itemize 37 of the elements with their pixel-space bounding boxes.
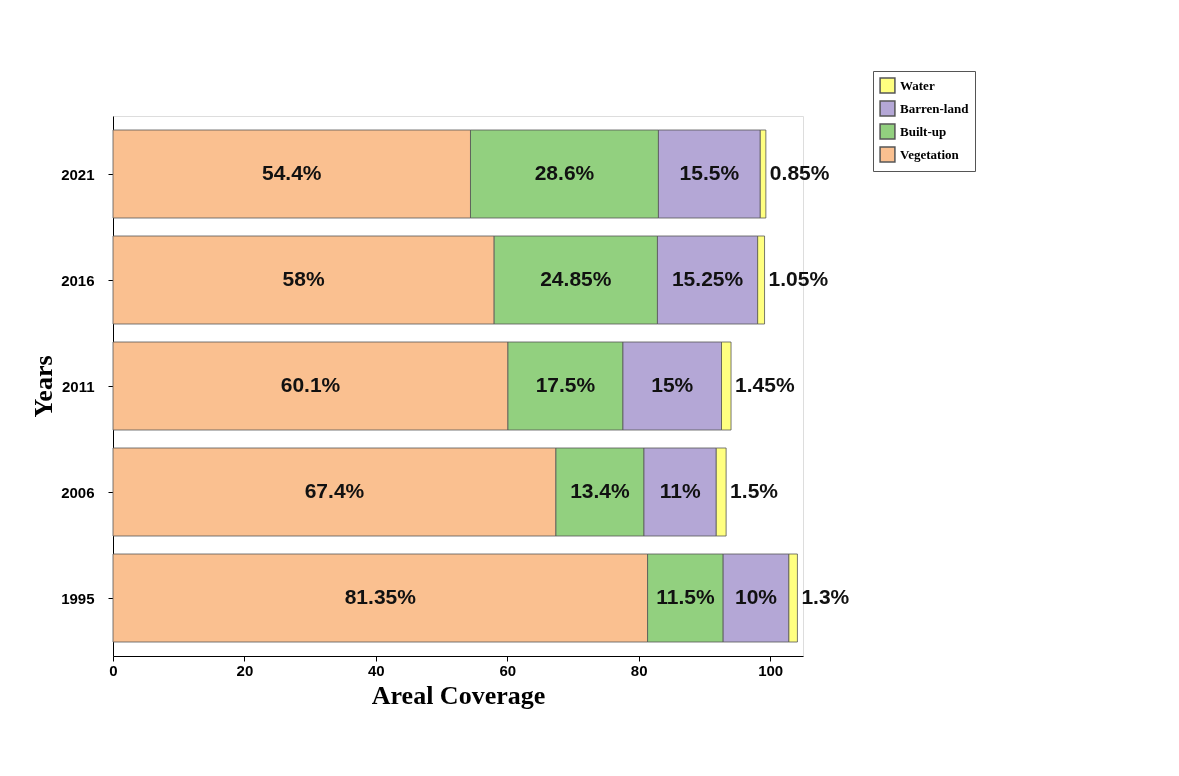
data-label: 11%	[659, 479, 701, 502]
data-label: 1.3%	[801, 585, 850, 608]
y-tick-label: 1995	[61, 589, 95, 607]
data-label: 15.5%	[679, 161, 740, 184]
data-label: 1.45%	[735, 373, 795, 396]
y-axis-title: Years	[29, 355, 59, 418]
x-tick-label: 80	[630, 661, 648, 679]
data-label: 10%	[735, 585, 778, 608]
data-label: 28.6%	[534, 161, 595, 184]
x-tick-label: 100	[758, 661, 784, 679]
legend-label: Built-up	[900, 123, 947, 139]
data-label: 13.4%	[570, 479, 631, 502]
data-label: 1.05%	[768, 267, 829, 290]
x-tick-label: 20	[236, 661, 254, 679]
data-label: 60.1%	[280, 373, 341, 396]
data-label: 0.85%	[769, 161, 830, 184]
x-axis-title: Areal Coverage	[371, 680, 546, 710]
data-label: 54.4%	[261, 161, 322, 184]
data-label: 11.5%	[656, 585, 715, 608]
data-label: 15%	[651, 373, 694, 396]
legend-label: Barren-land	[900, 100, 970, 116]
y-tick-label: 2021	[61, 165, 95, 183]
data-label: 17.5%	[535, 373, 596, 396]
y-tick-label: 2016	[61, 271, 95, 289]
legend-label: Vegetation	[900, 146, 960, 162]
data-label: 1.5%	[730, 479, 779, 502]
data-label: 24.85%	[540, 267, 612, 290]
data-label: 81.35%	[344, 585, 417, 608]
y-tick-label: 2011	[61, 377, 95, 395]
x-tick-label: 0	[109, 661, 118, 679]
y-tick-label: 2006	[61, 483, 95, 501]
x-tick-label: 60	[499, 661, 517, 679]
data-label: 67.4%	[304, 479, 365, 502]
x-tick-label: 40	[368, 661, 385, 679]
data-label: 58%	[282, 267, 325, 290]
data-label: 15.25%	[671, 267, 744, 290]
legend-label: Water	[900, 77, 935, 93]
